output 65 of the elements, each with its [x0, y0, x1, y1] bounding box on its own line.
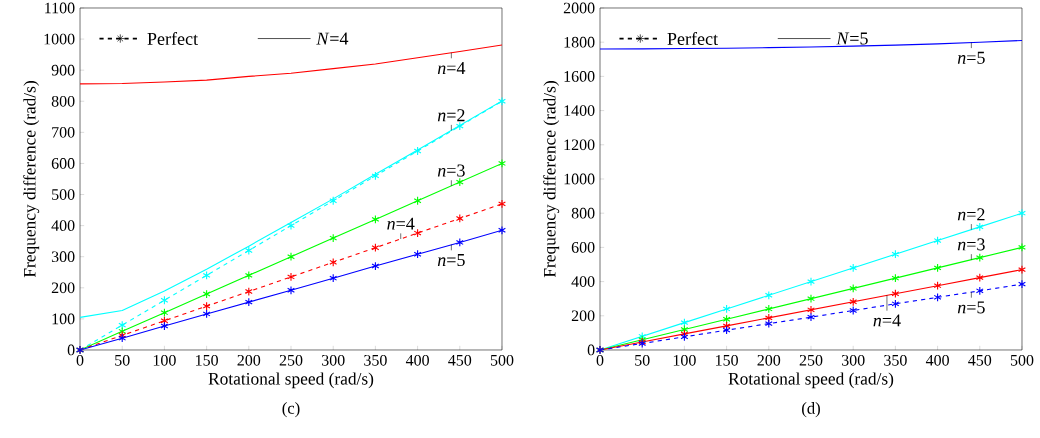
x-tick-label: 200 [237, 354, 261, 366]
y-tick-label: 1200 [564, 139, 595, 151]
annotation: n=5 [437, 254, 465, 267]
y-tick-label: 500 [52, 189, 75, 200]
x-tick-label: 400 [405, 354, 429, 366]
x-tick-label: 300 [321, 354, 345, 366]
y-axis-title: Frequency difference (rad/s) [543, 81, 560, 278]
x-tick-label: 100 [673, 354, 696, 366]
text: (d) [802, 402, 820, 418]
annotation: N=5 [836, 32, 868, 45]
annotation: n=2 [957, 208, 985, 221]
x-tick-label: 250 [799, 354, 823, 366]
y-tick-label: 0 [587, 344, 595, 356]
y-tick-label: 700 [52, 126, 75, 138]
annotation: n=5 [957, 301, 985, 314]
y-tick-label: 600 [571, 242, 595, 253]
annotation: n=3 [957, 238, 985, 251]
annotation: n=3 [437, 164, 465, 177]
y-tick-label: 900 [51, 64, 75, 76]
annotation: n=4 [873, 314, 901, 327]
x-tick-label: 100 [153, 354, 176, 366]
y-tick-label: 200 [51, 282, 75, 294]
y-tick-label: 1600 [564, 71, 595, 82]
annotation: n=4 [387, 217, 415, 230]
y-tick-label: 600 [51, 158, 75, 169]
annotation: Perfect [147, 32, 198, 45]
y-axis-title: Frequency difference (rad/s) [23, 81, 40, 278]
y-tick-label: 1100 [45, 2, 75, 14]
x-tick-label: 150 [716, 354, 738, 366]
x-tick-label: 450 [968, 354, 992, 366]
x-tick-label: 150 [196, 354, 218, 366]
text: (c) [282, 402, 300, 418]
x-tick-label: 500 [490, 354, 514, 366]
y-tick-label: 1000 [564, 173, 595, 185]
x-tick-label: 300 [841, 354, 865, 366]
y-tick-label: 200 [571, 310, 595, 322]
y-tick-label: 1800 [564, 36, 595, 48]
x-tick-label: 50 [635, 354, 650, 366]
y-tick-label: 800 [571, 207, 595, 219]
x-tick-label: 400 [925, 354, 949, 366]
annotation: n=2 [437, 109, 465, 122]
x-tick-label: 350 [884, 354, 907, 366]
y-tick-label: 0 [67, 344, 75, 356]
x-tick-label: 250 [279, 354, 303, 366]
annotation: Perfect [667, 32, 718, 45]
x-axis-title: Rotational speed (rad/s) [728, 372, 894, 389]
x-tick-label: 0 [76, 354, 84, 366]
y-tick-label: 800 [51, 95, 75, 107]
y-tick-label: 1400 [564, 105, 595, 116]
y-tick-label: 400 [51, 220, 75, 232]
annotation: n=5 [957, 51, 985, 64]
x-tick-label: 0 [596, 354, 604, 366]
x-tick-label: 450 [448, 354, 472, 366]
y-tick-label: 400 [571, 276, 595, 287]
y-tick-label: 300 [51, 251, 75, 263]
x-tick-label: 200 [757, 354, 781, 366]
y-tick-label: 100 [52, 313, 75, 325]
x-axis-title: Rotational speed (rad/s) [208, 372, 374, 389]
annotation: N=4 [316, 32, 349, 45]
y-tick-label: 1000 [44, 33, 75, 45]
y-tick-label: 2000 [563, 2, 595, 14]
x-tick-label: 500 [1010, 354, 1034, 366]
x-tick-label: 50 [115, 354, 130, 366]
x-tick-label: 350 [364, 354, 387, 366]
annotation: n=4 [437, 62, 466, 74]
